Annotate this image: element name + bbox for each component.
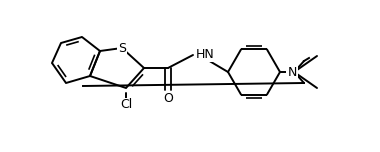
Text: S: S <box>118 41 126 55</box>
Text: HN: HN <box>196 47 215 60</box>
Text: Cl: Cl <box>120 98 132 112</box>
Text: N: N <box>287 66 297 78</box>
Text: O: O <box>163 92 173 105</box>
